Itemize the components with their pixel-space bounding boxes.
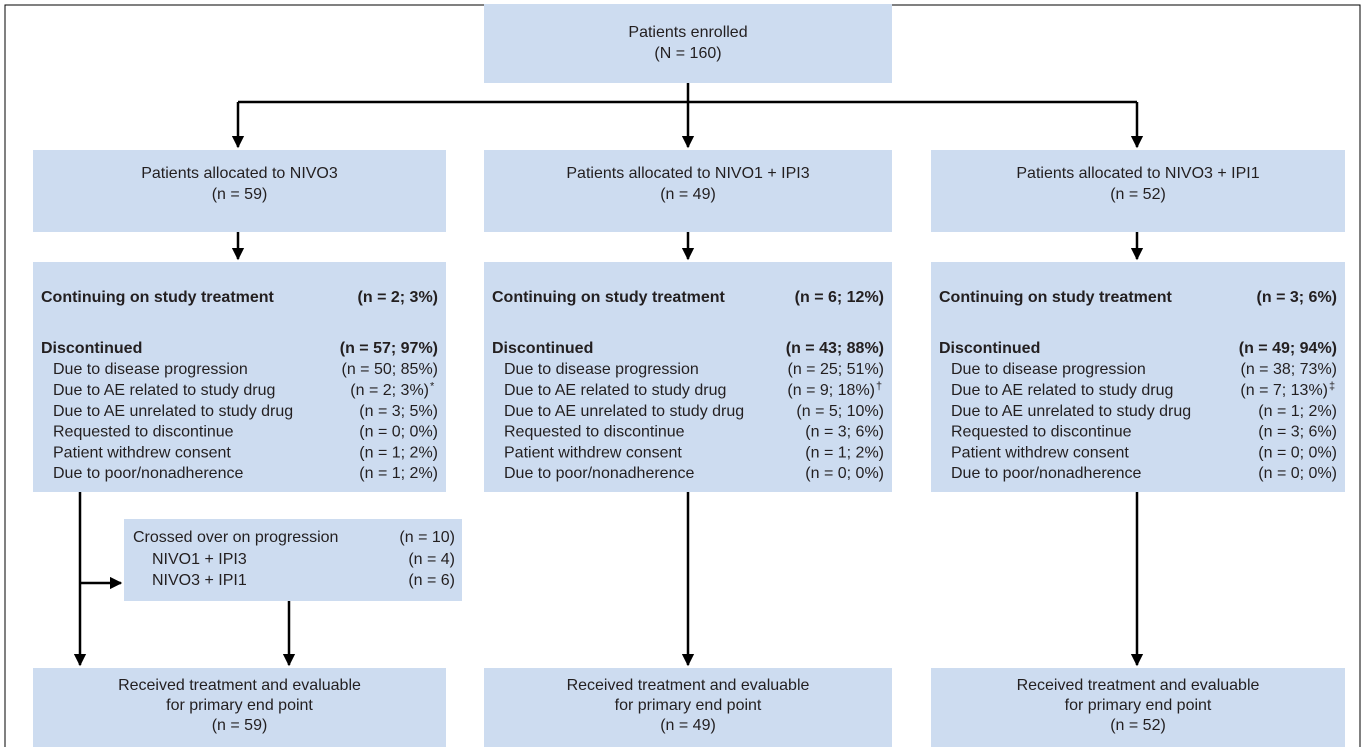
crossover-row-label: NIVO3 + IPI1: [152, 572, 247, 589]
reason-value: (n = 2; 3%): [350, 382, 429, 399]
status-box: [484, 262, 892, 492]
enrolled-box: [484, 4, 892, 83]
outcome-box: [484, 668, 892, 747]
reason-value: (n = 38; 73%): [1241, 361, 1338, 378]
footnote-mark: ‡: [1329, 381, 1335, 393]
allocated-text: (n = 49): [660, 186, 716, 203]
discontinued-label: Discontinued: [41, 340, 142, 357]
outcome-text: for primary end point: [1065, 697, 1212, 714]
crossover-row-value: (n = 4): [408, 551, 455, 568]
reason-value: (n = 25; 51%): [788, 361, 885, 378]
reason-value: (n = 0; 0%): [1258, 465, 1337, 482]
outcome-box: [33, 668, 446, 747]
crossover-box: [124, 519, 462, 601]
reason-label: Patient withdrew consent: [504, 444, 682, 461]
allocated-box: [33, 150, 446, 232]
connectors: [73, 83, 1144, 667]
reason-label: Due to poor/nonadherence: [53, 465, 243, 482]
reason-value: (n = 1; 2%): [1258, 403, 1337, 420]
continuing-label: Continuing on study treatment: [492, 289, 726, 306]
enrolled-text: (N = 160): [654, 45, 721, 62]
outcome-text: (n = 49): [660, 717, 716, 734]
footnote-mark: *: [430, 381, 435, 393]
continuing-label: Continuing on study treatment: [41, 289, 275, 306]
reason-label: Patient withdrew consent: [53, 444, 231, 461]
reason-value: (n = 0; 0%): [1258, 444, 1337, 461]
outcome-text: Received treatment and evaluable: [567, 677, 810, 694]
reason-label: Due to poor/nonadherence: [504, 465, 694, 482]
reason-label: Requested to discontinue: [53, 424, 234, 441]
reason-value: (n = 0; 0%): [359, 424, 438, 441]
outcome-text: (n = 52): [1110, 717, 1166, 734]
outcome-text: Received treatment and evaluable: [1017, 677, 1260, 694]
allocated-text: Patients allocated to NIVO3: [141, 165, 338, 182]
reason-label: Due to AE unrelated to study drug: [951, 403, 1191, 420]
continuing-label: Continuing on study treatment: [939, 289, 1173, 306]
outcome-box: [931, 668, 1345, 747]
status-box: [931, 262, 1345, 492]
reason-value: (n = 3; 6%): [805, 424, 884, 441]
outcome-text: Received treatment and evaluable: [118, 677, 361, 694]
continuing-value: (n = 2; 3%): [358, 289, 438, 306]
reason-value: (n = 1; 2%): [359, 444, 438, 461]
reason-value: (n = 7; 13%): [1240, 382, 1328, 399]
allocated-box: [931, 150, 1345, 232]
reason-value: (n = 1; 2%): [805, 444, 884, 461]
discontinued-value: (n = 49; 94%): [1239, 340, 1337, 357]
reason-label: Due to AE related to study drug: [53, 382, 275, 399]
discontinued-label: Discontinued: [939, 340, 1040, 357]
reason-label: Due to AE related to study drug: [951, 382, 1173, 399]
crossover-row-label: NIVO1 + IPI3: [152, 551, 247, 568]
reason-label: Due to AE related to study drug: [504, 382, 726, 399]
enrolled-text: Patients enrolled: [628, 24, 747, 41]
reason-value: (n = 1; 2%): [359, 465, 438, 482]
allocated-box: [484, 150, 892, 232]
reason-value: (n = 0; 0%): [805, 465, 884, 482]
allocated-text: (n = 52): [1110, 186, 1166, 203]
reason-label: Requested to discontinue: [504, 424, 685, 441]
reason-label: Due to AE unrelated to study drug: [504, 403, 744, 420]
crossover-row-value: (n = 6): [408, 572, 455, 589]
allocated-text: Patients allocated to NIVO3 + IPI1: [1016, 165, 1259, 182]
discontinued-value: (n = 57; 97%): [340, 340, 438, 357]
discontinued-value: (n = 43; 88%): [786, 340, 884, 357]
continuing-value: (n = 6; 12%): [795, 289, 884, 306]
allocated-text: Patients allocated to NIVO1 + IPI3: [566, 165, 809, 182]
outcome-text: for primary end point: [166, 697, 313, 714]
allocated-text: (n = 59): [212, 186, 268, 203]
reason-label: Patient withdrew consent: [951, 444, 1129, 461]
outcome-text: (n = 59): [212, 717, 268, 734]
reason-value: (n = 50; 85%): [342, 361, 439, 378]
reason-label: Due to disease progression: [53, 361, 248, 378]
reason-value: (n = 3; 5%): [359, 403, 438, 420]
reason-value: (n = 9; 18%): [787, 382, 875, 399]
reason-value: (n = 5; 10%): [796, 403, 884, 420]
reason-label: Due to disease progression: [504, 361, 699, 378]
continuing-value: (n = 3; 6%): [1257, 289, 1337, 306]
reason-label: Requested to discontinue: [951, 424, 1132, 441]
reason-label: Due to AE unrelated to study drug: [53, 403, 293, 420]
reason-label: Due to disease progression: [951, 361, 1146, 378]
crossover-value: (n = 10): [399, 529, 455, 546]
outcome-text: for primary end point: [615, 697, 762, 714]
discontinued-label: Discontinued: [492, 340, 593, 357]
footnote-mark: †: [876, 381, 882, 393]
crossover-label: Crossed over on progression: [133, 529, 338, 546]
reason-label: Due to poor/nonadherence: [951, 465, 1141, 482]
reason-value: (n = 3; 6%): [1258, 424, 1337, 441]
status-box: [33, 262, 446, 492]
